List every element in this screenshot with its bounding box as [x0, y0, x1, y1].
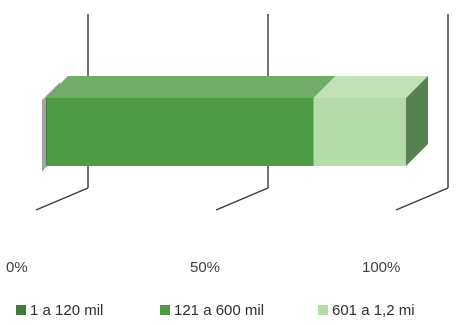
floor-gridline-2	[395, 187, 449, 211]
legend-label-1: 1 a 120 mil	[30, 302, 103, 319]
x-tick-label-0: 0%	[6, 259, 28, 276]
legend-label-2: 121 a 600 mil	[174, 302, 264, 319]
legend-label-3: 601 a 1,2 mi	[332, 302, 415, 319]
bar-front-1	[46, 98, 48, 166]
bar-segment-3	[313, 76, 428, 166]
legend-item-2: 121 a 600 mil	[160, 302, 264, 319]
floor-gridline-1	[215, 187, 269, 211]
legend-swatch-2	[160, 305, 170, 315]
bar-segment-1	[46, 76, 70, 166]
floor-gridline-0	[35, 187, 89, 211]
bar-front-2	[47, 98, 314, 166]
bar-stack	[46, 76, 428, 166]
legend-item-3: 601 a 1,2 mi	[318, 302, 415, 319]
bar-front-3	[313, 98, 406, 166]
bar-side-3	[406, 76, 428, 166]
legend-swatch-1	[16, 305, 26, 315]
bar-top-2	[47, 76, 336, 98]
bar-top-3	[313, 76, 428, 98]
legend-swatch-3	[318, 305, 328, 315]
legend-item-1: 1 a 120 mil	[16, 302, 103, 319]
bar-segment-2	[47, 76, 336, 166]
bar-top-1	[46, 76, 70, 98]
x-tick-label-2: 100%	[362, 259, 400, 276]
x-tick-label-1: 50%	[190, 259, 220, 276]
legend: 1 a 120 mil 121 a 600 mil 601 a 1,2 mi	[16, 302, 415, 319]
x-axis-tick-labels: 0% 50% 100%	[6, 259, 400, 276]
